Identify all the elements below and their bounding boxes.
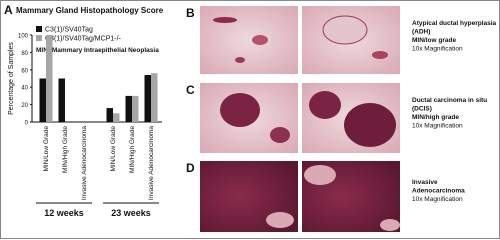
bar [125, 95, 132, 122]
caption-line: Invasive [412, 179, 438, 186]
caption-line: 10x Magnification [412, 123, 463, 130]
legend-swatch [36, 26, 42, 32]
bar [132, 95, 139, 122]
caption-line: Adenocarcinoma [412, 188, 465, 195]
x-tick-label: MIN/High Grade [62, 126, 69, 173]
legend-swatch [36, 35, 42, 41]
caption-line: Atypical ductal hyperplasia [412, 20, 497, 27]
y-tick-label: 20 [21, 103, 28, 109]
bar [39, 78, 46, 122]
legend-label: C3(1)/SV40Tag [45, 27, 93, 34]
caption-line: (DCIS) [412, 106, 432, 113]
bar [113, 113, 120, 122]
panel-letter: B [186, 6, 195, 20]
chart-title: Mammary Gland Histopathology Score [16, 6, 164, 15]
bar [144, 75, 151, 122]
annotation: MIN: Mammary Intraepithelial Neoplasia [36, 47, 159, 54]
group-label: 12 weeks [44, 208, 84, 218]
y-tick-label: 0 [25, 121, 29, 127]
x-tick-label: MIN/High Grade [129, 126, 136, 173]
y-tick-label: 60 [21, 68, 28, 74]
x-tick-label: Invasive Adenocarcinoma [81, 126, 88, 200]
bar [151, 73, 158, 122]
caption-line: MIN/low grade [412, 37, 456, 44]
x-tick-label: Invasive Adenocarcinoma [148, 126, 155, 200]
image-b [200, 6, 400, 74]
y-tick-label: 100 [18, 34, 29, 40]
caption-line: Ductal carcinoma in situ [412, 97, 487, 104]
caption-line: 10x Magnification [412, 196, 463, 203]
x-tick-label: MIN/Low Grade [43, 126, 50, 172]
y-axis-label: Percentage of Samples [8, 42, 15, 115]
legend-label: C3(1)/SV40Tag/MCP1-/- [45, 36, 122, 43]
panel-letter: A [4, 3, 13, 17]
bar [46, 35, 53, 122]
bar [106, 108, 113, 122]
caption-line: 10x Magnification [412, 46, 463, 53]
bar [58, 78, 65, 122]
caption-line: MIN/high grade [412, 114, 459, 121]
y-tick-label: 40 [21, 86, 28, 92]
caption-line: (ADH) [412, 29, 430, 36]
y-tick-label: 80 [21, 51, 28, 57]
image-d [200, 161, 400, 232]
image-c [200, 83, 400, 153]
panel-letter: D [186, 161, 195, 175]
x-tick-label: MIN/Low Grade [110, 126, 117, 172]
panel-letter: C [186, 83, 195, 97]
group-label: 23 weeks [111, 208, 151, 218]
